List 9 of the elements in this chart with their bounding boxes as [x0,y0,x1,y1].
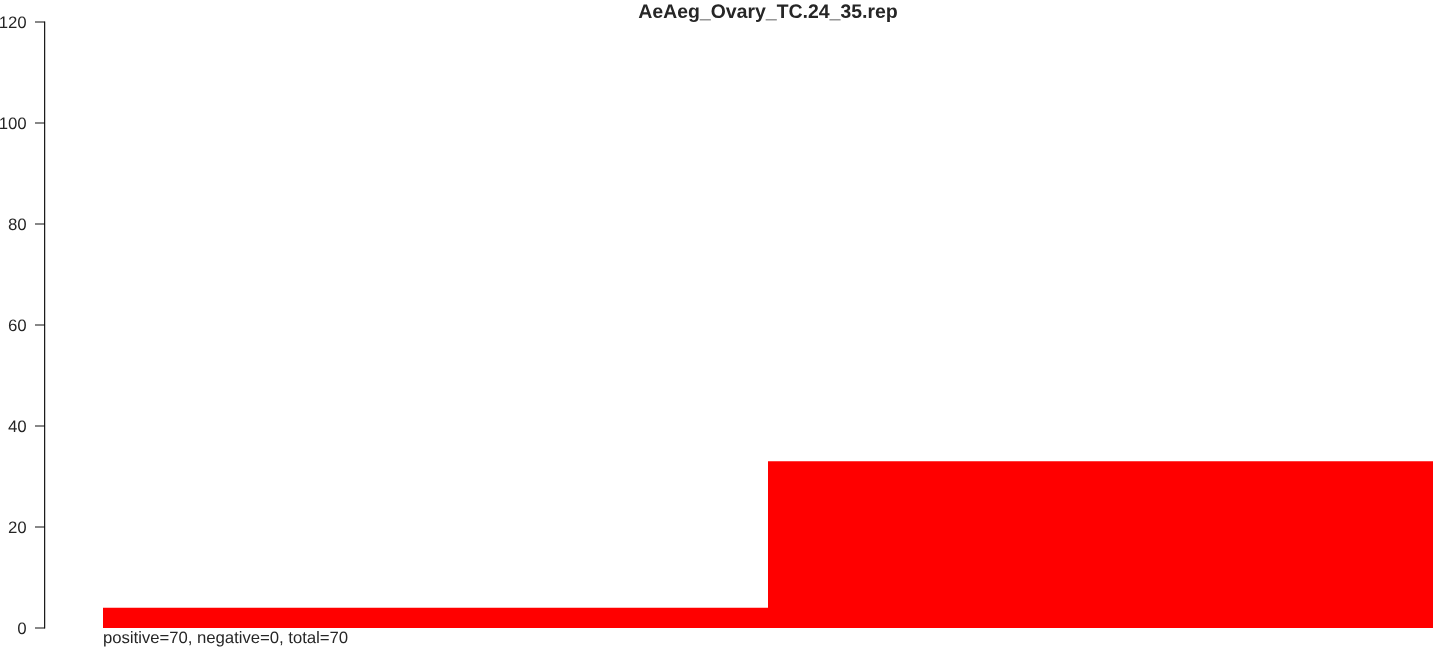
y-tick-label: 0 [17,622,26,635]
text: positive=70, negative=0, total=70 [104,631,348,647]
y-tick-label: 120 [0,16,26,29]
y-tick-label: 80 [8,218,26,231]
y-tick-label: 60 [8,319,26,332]
y-tick-label: 20 [8,521,26,534]
y-tick-label: 40 [8,420,26,433]
y-tick-label: 100 [0,117,26,130]
chart-title: AeAeg_Ovary_TC.24_35.rep [638,4,897,22]
